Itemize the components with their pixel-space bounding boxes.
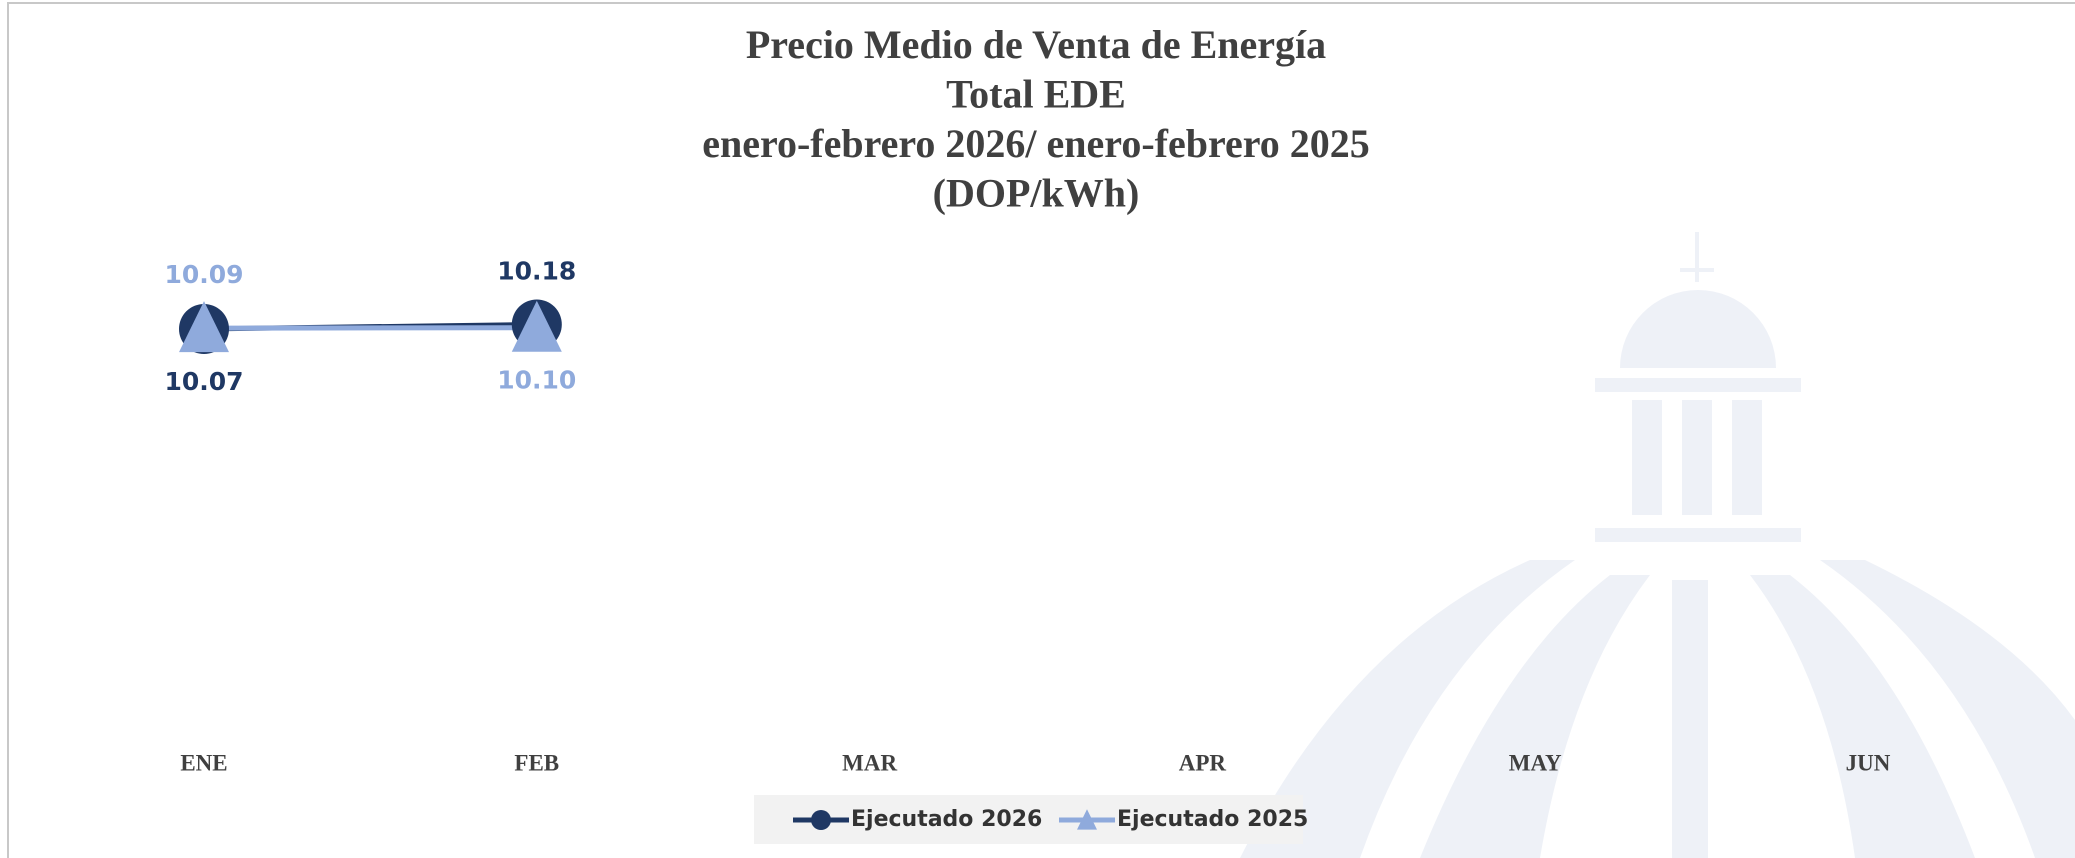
watermark-cornice <box>1595 378 1801 392</box>
chart-title: (DOP/kWh) <box>933 171 1140 216</box>
x-tick-label: FEB <box>514 750 559 775</box>
watermark-cross <box>1680 268 1714 272</box>
legend-marker <box>811 810 831 830</box>
watermark-base <box>1595 528 1801 542</box>
watermark-arch <box>1820 560 2075 858</box>
chart-frame <box>7 2 2075 858</box>
x-tick-label: MAY <box>1509 750 1562 775</box>
legend-label: Ejecutado 2025 <box>1117 807 1308 832</box>
watermark-dome <box>1620 290 1776 368</box>
watermark-column <box>1632 400 1662 515</box>
x-tick-label: JUN <box>1846 750 1891 775</box>
watermark <box>1240 232 2075 858</box>
data-label: 10.18 <box>497 256 576 285</box>
marker <box>511 300 562 352</box>
watermark-arch <box>1240 560 1575 858</box>
watermark-column <box>1732 400 1762 515</box>
data-label: 10.10 <box>497 366 576 395</box>
watermark-arch <box>1750 575 1975 858</box>
chart-title: Total EDE <box>946 72 1126 117</box>
x-tick-label: APR <box>1179 750 1227 775</box>
data-label: 10.07 <box>164 367 243 396</box>
watermark-arch <box>1420 575 1650 858</box>
chart-title: Precio Medio de Venta de Energía <box>746 22 1326 67</box>
data-label: 10.09 <box>164 260 243 289</box>
watermark-cross <box>1695 232 1699 282</box>
x-tick-label: ENE <box>180 750 227 775</box>
marker <box>179 301 229 353</box>
watermark-column <box>1682 400 1712 515</box>
watermark-arch <box>1672 580 1708 858</box>
legend-marker <box>1077 809 1097 830</box>
chart-title: enero-febrero 2026/ enero-febrero 2025 <box>702 121 1370 166</box>
legend-label: Ejecutado 2026 <box>851 807 1042 832</box>
x-tick-label: MAR <box>842 750 897 775</box>
